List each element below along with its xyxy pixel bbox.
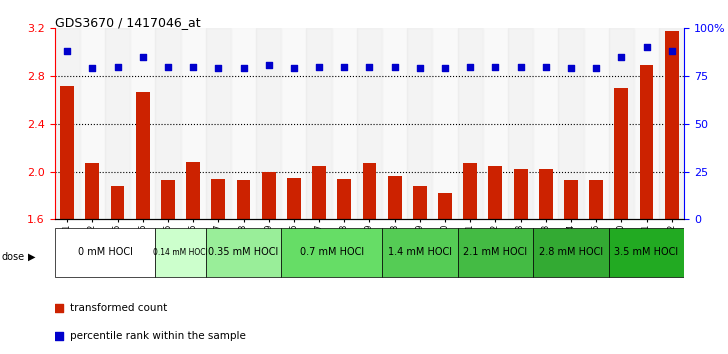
Bar [382,28,407,219]
Bar [533,28,558,219]
Bar [458,228,533,277]
Bar [55,28,80,219]
Point [162,64,174,69]
Bar [363,163,376,219]
Point [112,64,124,69]
Point [590,65,602,71]
Bar [609,28,634,219]
Point [616,54,628,60]
Text: 0 mM HOCl: 0 mM HOCl [78,247,132,257]
Bar [584,28,609,219]
Text: 2.1 mM HOCl: 2.1 mM HOCl [463,247,528,257]
Bar [80,28,105,219]
Bar [463,163,477,219]
Point [389,64,400,69]
Bar [206,28,231,219]
Point [137,54,149,60]
Bar [111,186,124,219]
Bar [407,28,432,219]
Point [439,65,451,71]
Bar [130,28,155,219]
Bar [136,92,150,219]
Text: dose: dose [1,252,25,262]
Bar [539,169,553,219]
Point [489,64,501,69]
Text: 0.35 mM HOCl: 0.35 mM HOCl [208,247,279,257]
Bar [659,28,684,219]
Bar [155,28,181,219]
Bar [558,28,584,219]
Point [263,62,274,68]
Point [87,65,98,71]
Bar [533,228,609,277]
Bar [281,28,306,219]
Point [288,65,300,71]
Bar [262,172,276,219]
Bar [155,228,206,277]
Bar [432,28,458,219]
Point [213,65,224,71]
Point [414,65,426,71]
Point [363,64,376,69]
Bar [564,180,578,219]
Text: 0.7 mM HOCl: 0.7 mM HOCl [300,247,364,257]
Text: 3.5 mM HOCl: 3.5 mM HOCl [614,247,678,257]
Point [237,65,249,71]
Bar [337,179,351,219]
Bar [514,169,528,219]
Bar [413,186,427,219]
Point [666,48,678,54]
Bar [640,65,654,219]
Bar [206,228,281,277]
Point [641,45,652,50]
Bar [55,228,155,277]
Point [313,64,325,69]
Bar [211,179,225,219]
Bar [483,28,508,219]
Bar [458,28,483,219]
Bar [508,28,533,219]
Text: GDS3670 / 1417046_at: GDS3670 / 1417046_at [55,16,200,29]
Bar [306,28,332,219]
Bar [357,28,382,219]
Text: ▶: ▶ [28,252,35,262]
Bar [665,31,678,219]
Point [515,64,526,69]
Bar [634,28,659,219]
Bar [438,193,452,219]
Bar [85,163,99,219]
Point [565,65,577,71]
Text: percentile rank within the sample: percentile rank within the sample [70,331,246,341]
Text: 2.8 mM HOCl: 2.8 mM HOCl [539,247,603,257]
Point [339,64,350,69]
Point [61,48,73,54]
Bar [312,166,326,219]
Point [53,333,65,339]
Bar [105,28,130,219]
Bar [281,228,382,277]
Bar [181,28,206,219]
Text: transformed count: transformed count [70,303,167,313]
Point [464,64,476,69]
Bar [609,228,684,277]
Bar [231,28,256,219]
Bar [488,166,502,219]
Bar [589,180,603,219]
Bar [256,28,281,219]
Bar [382,228,458,277]
Text: 0.14 mM HOCl: 0.14 mM HOCl [153,248,208,257]
Bar [237,180,250,219]
Bar [388,176,402,219]
Point [53,305,65,311]
Bar [161,180,175,219]
Point [187,64,199,69]
Bar [287,178,301,219]
Bar [60,86,74,219]
Text: 1.4 mM HOCl: 1.4 mM HOCl [388,247,452,257]
Bar [614,88,628,219]
Bar [332,28,357,219]
Bar [186,162,200,219]
Point [540,64,552,69]
